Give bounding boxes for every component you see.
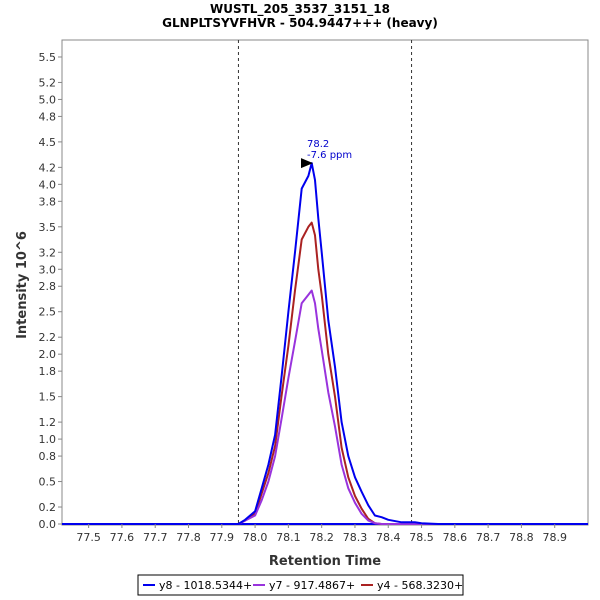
y-tick-label: 0.2 bbox=[39, 501, 57, 514]
chart-subtitle: GLNPLTSYVFHVR - 504.9447+++ (heavy) bbox=[162, 16, 438, 30]
chart-title: WUSTL_205_3537_3151_18 bbox=[210, 2, 390, 17]
legend-label: y7 - 917.4867+ bbox=[269, 579, 355, 592]
plot-area: 78.2-7.6 ppm bbox=[61, 39, 589, 526]
x-tick-label: 77.7 bbox=[143, 531, 168, 544]
x-axis-label: Retention Time bbox=[269, 554, 381, 569]
y-tick-label: 3.2 bbox=[39, 246, 57, 259]
y-tick-label: 4.2 bbox=[39, 161, 57, 174]
y-tick-label: 1.8 bbox=[39, 365, 57, 378]
legend-label: y8 - 1018.5344+ bbox=[159, 579, 252, 592]
y-tick-label: 3.5 bbox=[39, 221, 57, 234]
y-axis-label: Intensity 10^6 bbox=[15, 231, 30, 339]
peak-ppm-annotation: -7.6 ppm bbox=[307, 150, 352, 161]
y-tick-label: 1.2 bbox=[39, 416, 57, 429]
y-tick-label: 0.8 bbox=[39, 450, 57, 463]
y-tick-label: 2.0 bbox=[39, 348, 57, 361]
y-tick-label: 3.8 bbox=[39, 195, 57, 208]
x-tick-label: 77.9 bbox=[210, 531, 235, 544]
y-tick-label: 5.0 bbox=[39, 93, 57, 106]
x-tick-label: 78.7 bbox=[476, 531, 501, 544]
legend-label: y4 - 568.3230+ bbox=[377, 579, 463, 592]
y-tick-label: 5.2 bbox=[39, 76, 57, 89]
x-tick-label: 78.8 bbox=[509, 531, 534, 544]
peak-rt-annotation: 78.2 bbox=[307, 139, 329, 150]
legend: y8 - 1018.5344+ y7 - 917.4867+ y4 - 568.32… bbox=[137, 574, 464, 596]
series-line-y7 bbox=[62, 289, 588, 525]
y-tick-label: 4.5 bbox=[39, 136, 57, 149]
y-tick-label: 4.8 bbox=[39, 110, 57, 123]
x-tick-label: 78.3 bbox=[343, 531, 368, 544]
x-tick-label: 78.1 bbox=[276, 531, 301, 544]
series-line-y8 bbox=[62, 162, 588, 525]
x-tick-label: 78.9 bbox=[542, 531, 567, 544]
legend-frame bbox=[137, 574, 464, 596]
x-tick-label: 77.6 bbox=[110, 531, 135, 544]
x-tick-label: 77.8 bbox=[176, 531, 201, 544]
x-tick-label: 78.4 bbox=[376, 531, 401, 544]
y-tick-label: 0.5 bbox=[39, 476, 57, 489]
peak-marker-arrow bbox=[301, 158, 314, 169]
y-tick-label: 2.5 bbox=[39, 306, 57, 319]
y-tick-label: 0.0 bbox=[39, 518, 57, 531]
y-tick-label: 4.0 bbox=[39, 178, 57, 191]
x-tick-label: 78.2 bbox=[309, 531, 334, 544]
y-tick-label: 1.5 bbox=[39, 391, 57, 404]
y-tick-label: 2.8 bbox=[39, 280, 57, 293]
x-tick-label: 78.6 bbox=[443, 531, 468, 544]
y-tick-label: 5.5 bbox=[39, 51, 57, 64]
x-tick-label: 78.0 bbox=[243, 531, 268, 544]
y-tick-label: 2.2 bbox=[39, 331, 57, 344]
x-axis: 77.5 77.6 77.7 77.8 77.9 78.0 78.1 78.2 78.3 78.4… bbox=[76, 524, 567, 544]
y-tick-label: 3.0 bbox=[39, 263, 57, 276]
x-tick-label: 78.5 bbox=[409, 531, 434, 544]
y-tick-label: 1.0 bbox=[39, 433, 57, 446]
x-tick-label: 77.5 bbox=[76, 531, 101, 544]
y-axis: 0.0 0.2 0.5 0.8 1.0 1.2 1.5 1.8 2.0 2.2 2.5 2.8 3.0 3… bbox=[39, 51, 62, 531]
